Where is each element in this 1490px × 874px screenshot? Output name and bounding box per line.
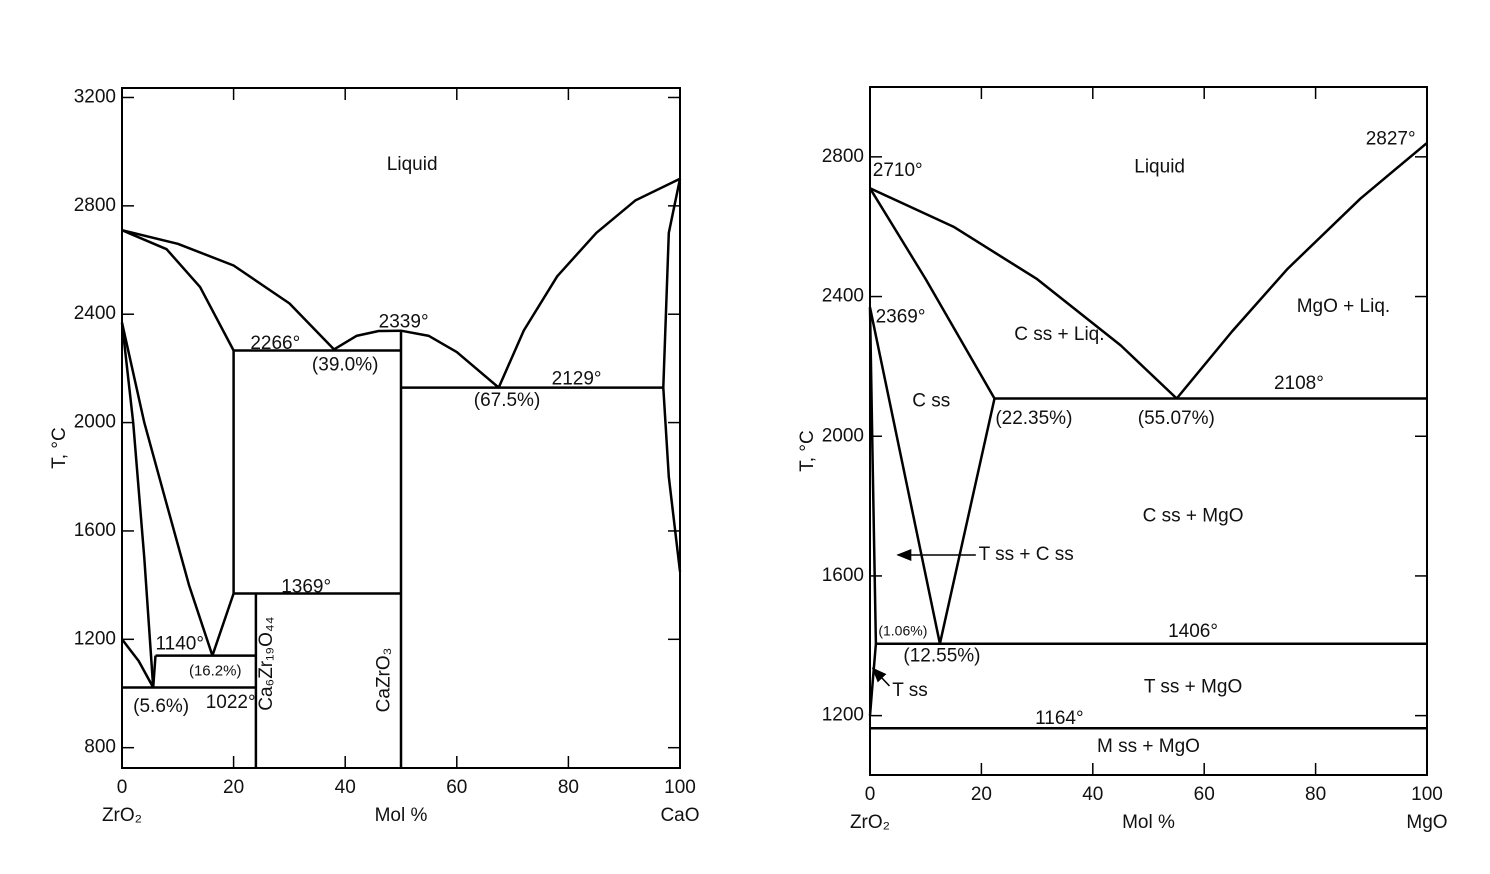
y-tick-label: 1600 — [822, 565, 864, 586]
phase-boundary — [121, 638, 155, 689]
region-label: 2129° — [552, 368, 602, 389]
region-label: (5.6%) — [133, 696, 189, 717]
region-label: CaZrO₃ — [373, 648, 394, 713]
y-tick-label: 800 — [84, 737, 116, 758]
region-label: C ss — [912, 390, 950, 411]
region-label: (39.0%) — [312, 355, 379, 376]
region-label: (1.06%) — [878, 623, 927, 639]
x-tick-label: 60 — [446, 777, 467, 798]
y-tick-label: 2800 — [822, 146, 864, 167]
phase-boundary — [868, 307, 878, 716]
y-tick-label: 2400 — [822, 286, 864, 307]
region-label: M ss + MgO — [1097, 736, 1200, 757]
y-tick-label: 3200 — [74, 86, 116, 107]
region-label: Liquid — [387, 154, 438, 175]
region-label: 1022° — [206, 692, 256, 713]
x-tick-label: 100 — [1411, 784, 1443, 805]
x-tick-label: 80 — [558, 777, 579, 798]
region-label: 2266° — [250, 333, 300, 354]
region-label: C ss + Liq. — [1014, 324, 1104, 345]
region-label: (16.2%) — [189, 662, 242, 679]
y-tick-label: 1600 — [74, 520, 116, 541]
x-tick-label: 80 — [1305, 784, 1326, 805]
plot-frame — [869, 86, 1428, 776]
pointer-arrow — [871, 667, 891, 687]
region-label: Ca₆Zr₁₉O₄₄ — [256, 616, 277, 710]
phase-boundary — [662, 387, 682, 572]
region-label: 2710° — [873, 160, 923, 181]
phase-boundary — [211, 593, 235, 657]
x-tick-label: 40 — [1082, 784, 1103, 805]
y-tick-label: 1200 — [822, 705, 864, 726]
x-tick-label: 0 — [865, 784, 876, 805]
phase-boundary — [869, 187, 1178, 400]
phase-boundary — [497, 177, 681, 389]
region-label: 1164° — [1035, 708, 1083, 729]
region-label: T ss — [892, 680, 928, 701]
region-label: (67.5%) — [474, 390, 541, 411]
region-label: Liquid — [1134, 156, 1185, 177]
region-label: 1140° — [155, 634, 203, 655]
y-tick-label: 2400 — [74, 303, 116, 324]
x-tick-label: 20 — [971, 784, 992, 805]
phase-boundary — [120, 322, 155, 688]
region-label: C ss + MgO — [1143, 506, 1244, 527]
x-axis-label: Mol % — [1122, 812, 1175, 833]
y-tick-label: 2000 — [822, 425, 864, 446]
region-label: (55.07%) — [1138, 408, 1215, 429]
phase-boundary — [120, 322, 214, 656]
left-component: ZrO₂ — [850, 812, 890, 833]
phase-boundary — [662, 178, 682, 388]
x-tick-label: 100 — [664, 777, 696, 798]
region-label: 2369° — [876, 307, 926, 328]
phase-boundary — [121, 229, 235, 352]
region-label: (22.35%) — [995, 408, 1072, 429]
right-component: CaO — [660, 805, 699, 826]
y-tick-label: 1200 — [74, 628, 116, 649]
region-label: 1369° — [281, 576, 331, 597]
y-tick-label: 2800 — [74, 195, 116, 216]
region-label: 1406° — [1168, 621, 1218, 642]
region-label: T ss + C ss — [979, 544, 1074, 565]
right-component: MgO — [1406, 812, 1447, 833]
phase-boundary — [1175, 141, 1428, 400]
region-label: MgO + Liq. — [1297, 296, 1390, 317]
x-tick-label: 40 — [335, 777, 356, 798]
phase-boundary — [868, 187, 996, 400]
region-label: 2827° — [1366, 128, 1416, 149]
y-axis-label: T, °C — [797, 430, 818, 471]
phase-boundary — [151, 655, 157, 688]
region-label: T ss + MgO — [1144, 677, 1242, 698]
phase-boundary — [938, 398, 996, 644]
phase-boundary — [121, 228, 335, 351]
left-component: ZrO₂ — [102, 805, 142, 826]
phase-boundary — [868, 307, 942, 644]
x-axis-label: Mol % — [375, 805, 428, 826]
region-label: 2339° — [379, 311, 429, 332]
region-label: (12.55%) — [903, 645, 980, 666]
y-tick-label: 2000 — [74, 412, 116, 433]
region-label: 2108° — [1274, 373, 1324, 394]
x-tick-label: 20 — [223, 777, 244, 798]
y-axis-label: T, °C — [49, 427, 70, 468]
x-tick-label: 60 — [1194, 784, 1215, 805]
x-tick-label: 0 — [117, 777, 128, 798]
